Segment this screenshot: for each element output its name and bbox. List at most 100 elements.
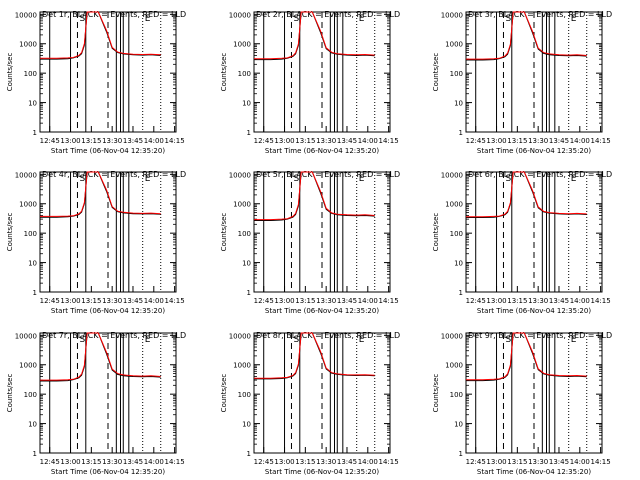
chart-panel-3: Det 3r, BLACK = Events, RED = LLD 1 10 100 1… bbox=[432, 10, 612, 155]
chart-panel-5: Det 5r, BLACK = Events, RED = LLD 1 10 100 1… bbox=[220, 170, 400, 315]
series-line-events bbox=[466, 332, 587, 382]
x-tick-label: 14:15 bbox=[379, 458, 399, 466]
x-tick-label: 13:30 bbox=[528, 297, 548, 305]
y-axis-label: Counts/sec bbox=[6, 53, 14, 92]
marker-start: S bbox=[505, 174, 511, 184]
y-tick-label: 10 bbox=[242, 100, 251, 108]
x-tick-label: 13:15 bbox=[507, 458, 527, 466]
chart-title: Det 4r, BLACK = Events, RED = LLD bbox=[42, 170, 186, 179]
marker-start: S bbox=[79, 335, 85, 345]
x-tick-label: 13:45 bbox=[549, 297, 569, 305]
y-tick-label: 1000 bbox=[19, 41, 37, 49]
x-tick-label: 13:30 bbox=[102, 137, 122, 145]
x-tick-label: 13:45 bbox=[549, 458, 569, 466]
marker-end: E bbox=[359, 14, 365, 24]
x-tick-label: 12:45 bbox=[40, 137, 60, 145]
marker-end: E bbox=[145, 14, 151, 24]
x-tick-label: 13:30 bbox=[102, 297, 122, 305]
x-tick-label: 14:00 bbox=[570, 137, 590, 145]
series-line-lld bbox=[254, 171, 375, 221]
y-axis-label: Counts/sec bbox=[6, 213, 14, 252]
chart-panel-7: Det 7r, BLACK = Events, RED = LLD 1 10 100 1… bbox=[6, 331, 186, 476]
x-axis-label: Start Time (06-Nov-04 12:35:20) bbox=[265, 147, 379, 155]
y-tick-label: 100 bbox=[450, 70, 463, 78]
marker-start: S bbox=[79, 14, 85, 24]
x-tick-label: 14:00 bbox=[358, 458, 378, 466]
y-tick-label: 1 bbox=[247, 129, 251, 137]
chart-title: Det 1r, BLACK = Events, RED = LLD bbox=[42, 10, 186, 19]
y-axis-label: Counts/sec bbox=[220, 374, 228, 413]
marker-end: E bbox=[359, 174, 365, 184]
y-tick-label: 100 bbox=[24, 70, 37, 78]
y-tick-label: 1000 bbox=[233, 362, 251, 370]
y-tick-label: 1000 bbox=[233, 201, 251, 209]
y-tick-label: 10000 bbox=[441, 11, 463, 19]
y-axis-label: Counts/sec bbox=[220, 53, 228, 92]
x-tick-label: 14:00 bbox=[144, 297, 164, 305]
x-tick-label: 14:15 bbox=[165, 297, 185, 305]
x-tick-label: 14:15 bbox=[591, 297, 611, 305]
x-tick-label: 13:00 bbox=[274, 297, 294, 305]
y-tick-label: 10 bbox=[28, 100, 37, 108]
y-tick-label: 10 bbox=[242, 421, 251, 429]
x-tick-label: 12:45 bbox=[466, 297, 486, 305]
x-tick-label: 13:45 bbox=[123, 458, 143, 466]
y-tick-label: 1 bbox=[459, 289, 463, 297]
y-tick-label: 1 bbox=[459, 129, 463, 137]
x-tick-label: 13:30 bbox=[528, 137, 548, 145]
x-tick-label: 13:15 bbox=[295, 137, 315, 145]
series-line-lld bbox=[254, 11, 375, 60]
marker-start: S bbox=[293, 335, 299, 345]
y-tick-label: 10000 bbox=[441, 332, 463, 340]
y-tick-label: 10 bbox=[242, 260, 251, 268]
x-tick-label: 13:30 bbox=[316, 297, 336, 305]
y-tick-label: 10 bbox=[454, 260, 463, 268]
marker-start: S bbox=[293, 14, 299, 24]
x-tick-label: 13:00 bbox=[486, 458, 506, 466]
y-tick-label: 10 bbox=[454, 100, 463, 108]
x-tick-label: 14:15 bbox=[379, 297, 399, 305]
x-tick-label: 12:45 bbox=[40, 297, 60, 305]
series-line-lld bbox=[40, 171, 161, 217]
y-axis-label: Counts/sec bbox=[6, 374, 14, 413]
marker-end: E bbox=[145, 174, 151, 184]
x-tick-label: 14:00 bbox=[144, 458, 164, 466]
x-tick-label: 13:30 bbox=[528, 458, 548, 466]
y-tick-label: 1 bbox=[33, 450, 37, 458]
chart-title: Det 6r, BLACK = Events, RED = LLD bbox=[468, 170, 612, 179]
x-axis-label: Start Time (06-Nov-04 12:35:20) bbox=[51, 147, 165, 155]
y-tick-label: 10000 bbox=[15, 11, 37, 19]
y-tick-label: 10 bbox=[28, 260, 37, 268]
y-axis-label: Counts/sec bbox=[432, 213, 440, 252]
x-tick-label: 13:15 bbox=[507, 297, 527, 305]
y-tick-label: 1000 bbox=[19, 201, 37, 209]
y-tick-label: 10000 bbox=[441, 171, 463, 179]
x-axis-label: Start Time (06-Nov-04 12:35:20) bbox=[477, 307, 591, 315]
y-tick-label: 10 bbox=[454, 421, 463, 429]
y-tick-label: 100 bbox=[450, 230, 463, 238]
y-tick-label: 10000 bbox=[229, 332, 251, 340]
chart-panel-9: Det 9r, BLACK = Events, RED = LLD 1 10 100 1… bbox=[432, 331, 612, 476]
x-axis-label: Start Time (06-Nov-04 12:35:20) bbox=[477, 468, 591, 476]
y-tick-label: 100 bbox=[238, 391, 251, 399]
chart-title: Det 7r, BLACK = Events, RED = LLD bbox=[42, 331, 186, 340]
x-axis-label: Start Time (06-Nov-04 12:35:20) bbox=[265, 468, 379, 476]
x-tick-label: 13:30 bbox=[102, 458, 122, 466]
x-tick-label: 14:00 bbox=[144, 137, 164, 145]
chart-panel-6: Det 6r, BLACK = Events, RED = LLD 1 10 100 1… bbox=[432, 170, 612, 315]
y-tick-label: 1000 bbox=[19, 362, 37, 370]
chart-title: Det 5r, BLACK = Events, RED = LLD bbox=[256, 170, 400, 179]
chart-title: Det 2r, BLACK = Events, RED = LLD bbox=[256, 10, 400, 19]
x-tick-label: 13:00 bbox=[486, 297, 506, 305]
y-tick-label: 1000 bbox=[445, 362, 463, 370]
x-tick-label: 13:15 bbox=[81, 297, 101, 305]
x-tick-label: 13:00 bbox=[274, 458, 294, 466]
y-tick-label: 1 bbox=[33, 129, 37, 137]
x-tick-label: 13:00 bbox=[60, 137, 80, 145]
y-tick-label: 1 bbox=[33, 289, 37, 297]
chart-panel-4: Det 4r, BLACK = Events, RED = LLD 1 10 100 1… bbox=[6, 170, 186, 315]
y-tick-label: 10000 bbox=[15, 332, 37, 340]
x-tick-label: 12:45 bbox=[40, 458, 60, 466]
y-tick-label: 100 bbox=[24, 391, 37, 399]
y-tick-label: 10 bbox=[28, 421, 37, 429]
